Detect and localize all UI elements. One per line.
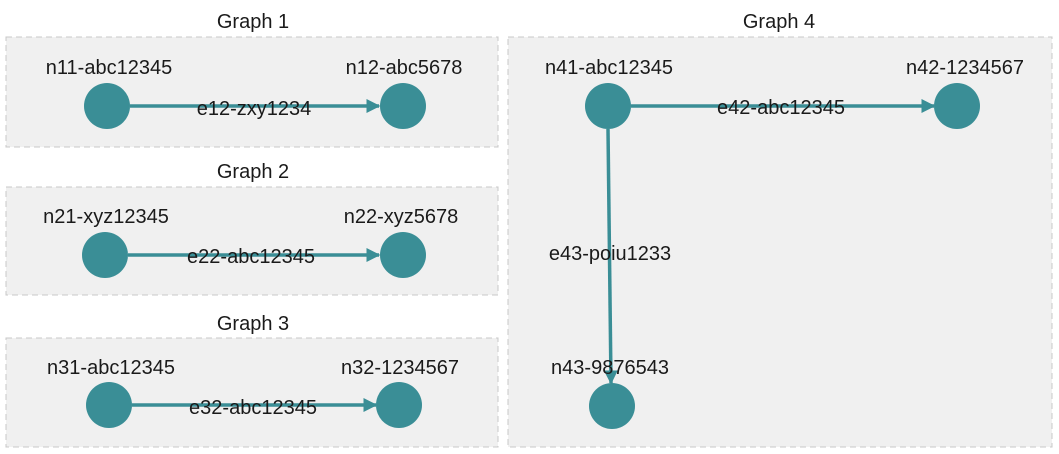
graph-group-2: Graph 2 e22-abc12345 n21-xyz12345 n22-xy…: [5, 161, 499, 296]
node-n31[interactable]: [86, 382, 132, 428]
node-n22[interactable]: [380, 232, 426, 278]
node-label-n41: n41-abc12345: [545, 57, 673, 79]
node-label-n43: n43-9876543: [551, 357, 669, 379]
node-n41[interactable]: [585, 83, 631, 129]
graph-group-3-title: Graph 3: [217, 313, 289, 335]
graph-group-3-box: [5, 337, 499, 448]
node-n43[interactable]: [589, 383, 635, 429]
node-n32[interactable]: [376, 382, 422, 428]
node-label-n32: n32-1234567: [341, 357, 459, 379]
edge-label-e32: e32-abc12345: [189, 397, 317, 419]
graph-group-2-title: Graph 2: [217, 161, 289, 183]
node-label-n11: n11-abc12345: [46, 57, 172, 79]
node-label-n21: n21-xyz12345: [43, 206, 169, 228]
node-label-n12: n12-abc5678: [346, 57, 463, 79]
graph-group-2-box: [5, 186, 499, 296]
node-label-n31: n31-abc12345: [47, 357, 175, 379]
graph-group-4-title: Graph 4: [743, 11, 815, 33]
node-n21[interactable]: [82, 232, 128, 278]
edge-e43[interactable]: [603, 128, 618, 385]
node-n11[interactable]: [84, 83, 130, 129]
edge-label-e12: e12-zxy1234: [197, 98, 312, 120]
node-label-n22: n22-xyz5678: [344, 206, 459, 228]
node-n12[interactable]: [380, 83, 426, 129]
edge-label-e43: e43-poiu1233: [549, 243, 671, 265]
edge-label-e42: e42-abc12345: [717, 97, 845, 119]
graph-group-1-title: Graph 1: [217, 11, 289, 33]
graph-group-4: Graph 4 e42-abc12345 e43-poiu1233 n41-ab…: [507, 11, 1053, 448]
node-n42[interactable]: [934, 83, 980, 129]
edge-label-e22: e22-abc12345: [187, 246, 315, 268]
graph-group-3: Graph 3 e32-abc12345 n31-abc12345 n32-12…: [5, 313, 499, 448]
node-label-n42: n42-1234567: [906, 57, 1024, 79]
graph-group-1-box: [5, 36, 499, 148]
graph-group-1: Graph 1 e12-zxy1234 n11-abc12345 n12-abc…: [5, 11, 499, 148]
